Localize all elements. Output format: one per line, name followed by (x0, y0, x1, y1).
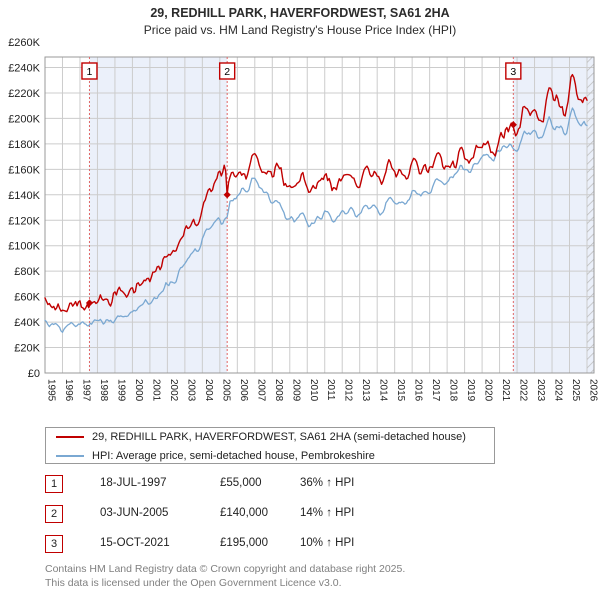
svg-text:£20K: £20K (14, 343, 40, 355)
svg-text:1999: 1999 (115, 379, 126, 402)
svg-text:2008: 2008 (273, 379, 284, 402)
svg-text:2017: 2017 (430, 379, 441, 402)
svg-text:2002: 2002 (168, 379, 179, 402)
svg-text:2020: 2020 (483, 379, 494, 402)
svg-text:£0: £0 (28, 368, 40, 380)
svg-text:2009: 2009 (290, 379, 301, 402)
svg-text:2007: 2007 (255, 379, 266, 402)
svg-text:2005: 2005 (220, 379, 231, 402)
svg-text:2018: 2018 (448, 379, 459, 402)
svg-text:3: 3 (510, 66, 516, 78)
svg-text:1998: 1998 (98, 379, 109, 402)
svg-text:£80K: £80K (14, 266, 40, 278)
svg-text:2016: 2016 (413, 379, 424, 402)
svg-text:2021: 2021 (500, 379, 511, 402)
svg-text:2025: 2025 (570, 379, 581, 402)
svg-text:2023: 2023 (535, 379, 546, 402)
svg-text:1995: 1995 (46, 379, 57, 402)
svg-text:2024: 2024 (553, 379, 564, 402)
svg-text:£240K: £240K (8, 63, 40, 75)
svg-text:£140K: £140K (8, 190, 40, 202)
svg-text:£200K: £200K (8, 113, 40, 125)
svg-text:2012: 2012 (343, 379, 354, 402)
svg-text:2004: 2004 (203, 379, 214, 402)
svg-text:2003: 2003 (185, 379, 196, 402)
svg-text:2001: 2001 (150, 379, 161, 402)
svg-text:£260K: £260K (8, 38, 40, 49)
svg-text:£120K: £120K (8, 215, 40, 227)
svg-text:£100K: £100K (8, 241, 40, 253)
svg-text:2015: 2015 (395, 379, 406, 402)
svg-text:2006: 2006 (238, 379, 249, 402)
svg-text:2: 2 (224, 66, 230, 78)
svg-text:2010: 2010 (308, 379, 319, 402)
svg-text:2022: 2022 (518, 379, 529, 402)
svg-text:2011: 2011 (325, 379, 336, 401)
svg-text:£40K: £40K (14, 317, 40, 329)
svg-text:2014: 2014 (378, 379, 389, 402)
svg-text:£60K: £60K (14, 292, 40, 304)
svg-text:1996: 1996 (63, 379, 74, 402)
svg-text:£220K: £220K (8, 88, 40, 100)
svg-text:2019: 2019 (465, 379, 476, 402)
svg-text:£160K: £160K (8, 164, 40, 176)
svg-text:2026: 2026 (587, 379, 598, 402)
svg-text:1: 1 (87, 66, 93, 78)
svg-text:2000: 2000 (133, 379, 144, 402)
svg-text:2013: 2013 (360, 379, 371, 402)
svg-text:£180K: £180K (8, 139, 40, 151)
svg-text:1997: 1997 (80, 379, 91, 402)
